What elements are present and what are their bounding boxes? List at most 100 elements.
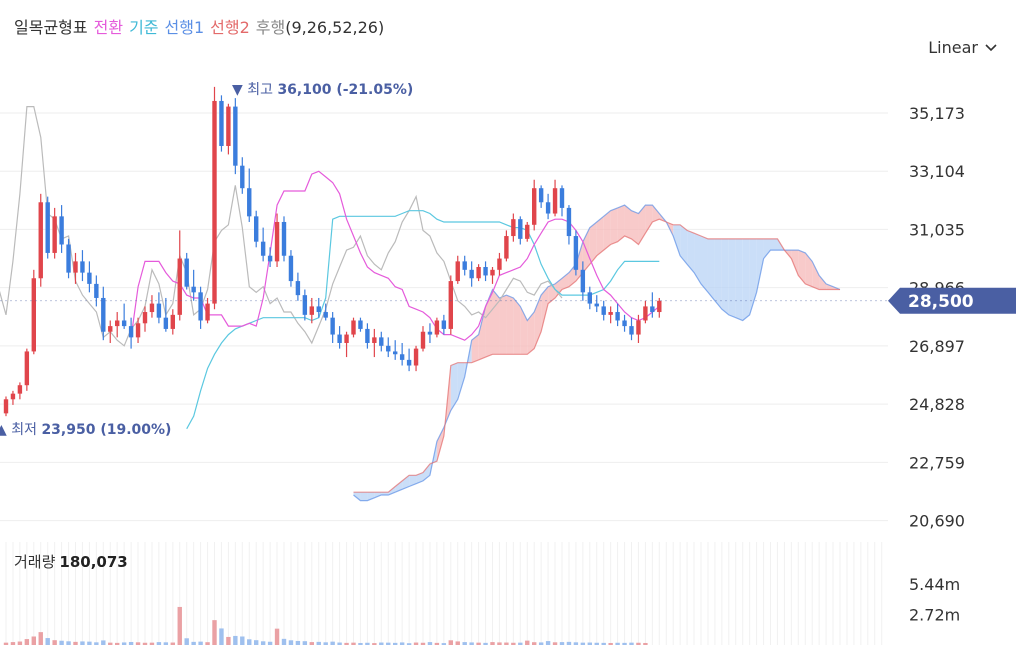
candle-body [66,244,71,273]
price-tick-label: 26,897 [909,337,965,356]
volume-bar [643,642,648,645]
candle-body [351,320,356,335]
volume-bar [379,642,384,645]
candle-body [94,283,99,298]
candle-body [399,354,405,360]
volume-bar [163,642,169,645]
candle-body [344,334,349,343]
price-tick-label: 31,035 [909,220,965,239]
cloud-segment [541,286,549,332]
price-tick-label: 24,828 [909,395,965,414]
cloud-segment [652,205,660,222]
candle-body [490,269,495,276]
high-annotation: ▼ 최고 36,100 (-21.05%) [232,82,413,98]
cloud-segment [826,283,834,290]
cloud-segment [589,221,597,265]
cloud-segment [680,224,688,265]
volume-bar [52,640,57,645]
candle-body [10,393,16,400]
candle-body [379,337,384,346]
volume-bar [240,636,245,645]
volume-bar [212,620,217,645]
candle-body [358,320,363,329]
volume-bar [608,642,613,645]
volume-bar [511,642,516,645]
volume-bar [629,642,634,645]
cloud-segment [805,252,813,287]
volume-bar [552,642,558,645]
cloud-segment [402,475,410,490]
cloud-segment [527,312,535,355]
candle-body [469,269,474,279]
low-annotation: ▲ 최저 23,950 (19.00%) [0,422,171,438]
candle-body [518,219,523,239]
candle-body [636,320,641,335]
candle-body [198,292,203,321]
volume-bar [504,642,509,645]
cloud-segment [492,289,500,355]
candle-body [497,258,502,270]
candle-body [455,261,460,282]
volume-bar [372,643,377,645]
cloud-segment [457,362,465,400]
volume-bar [622,642,627,645]
candle-body [587,292,592,304]
candle-body [59,216,64,245]
volume-bar [226,636,231,645]
candle-body [622,320,627,327]
volume-bar [233,635,238,645]
volume-bar [80,641,85,645]
cloud-segment [416,472,423,484]
candle-body [128,326,134,338]
candle-body [121,320,127,327]
candle-body [309,306,314,315]
candle-body [108,326,113,332]
candle-body [288,255,294,282]
volume-label: 거래량 180,073 [14,551,128,572]
legend-params: (9,26,52,26) [285,18,385,37]
cloud-segment [770,238,778,251]
volume-bar [559,642,565,645]
volume-value: 180,073 [59,553,128,571]
cloud-segment [798,250,806,284]
legend-senkou1: 선행1 [164,18,205,37]
volume-bar [267,641,273,645]
candle-body [643,306,648,321]
candle-body [420,331,426,349]
cloud-segment [360,492,368,501]
volume-bar [490,642,495,645]
volume-bar [156,642,162,645]
cloud-segment [707,238,715,301]
volume-bar [483,642,488,645]
volume-bar [94,642,99,645]
volume-bar [10,642,16,645]
volume-bar [476,642,481,645]
candle-body [233,106,238,166]
cloud-segment [791,250,799,276]
volume-bar [59,640,64,645]
tenkan-sen-line [130,170,660,341]
volume-bar [532,642,537,645]
cloud-segment [485,289,493,358]
volume-bar [566,641,572,645]
candle-body [406,359,412,366]
volume-bar [66,641,71,645]
cloud-segment [610,207,618,245]
legend-chikou: 후행 [255,18,286,37]
candle-body [24,351,30,386]
candle-body [657,300,662,313]
volume-axis: 5.44m 2.72m [909,575,960,624]
cloud-segment [374,492,382,498]
volume-bar [45,638,50,645]
cloud-segment [721,238,729,315]
volume-bar [177,606,182,645]
volume-bar [198,641,203,645]
scale-mode-dropdown[interactable]: Linear [928,38,998,57]
volume-bar [448,640,453,645]
candle-body [337,334,342,343]
cloud-segment [506,295,514,355]
volume-bar [573,642,579,645]
candle-body [260,241,266,256]
volume-bar [413,642,419,645]
